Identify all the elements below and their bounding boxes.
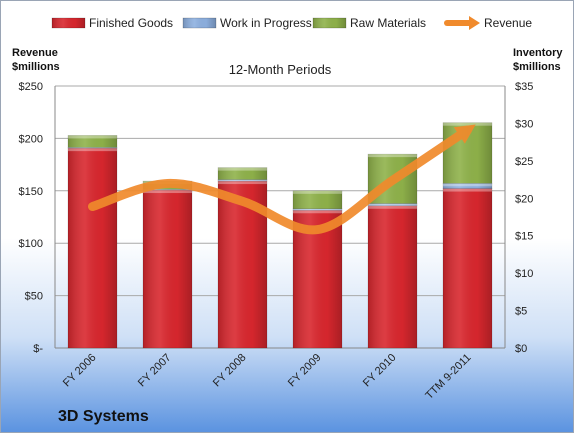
- legend-label: Finished Goods: [89, 16, 173, 30]
- legend-swatch-shade: [313, 18, 346, 28]
- bar-highlight: [143, 190, 192, 194]
- bar-highlight: [368, 203, 417, 206]
- right-tick-label: $35: [515, 81, 533, 93]
- bar-highlight: [218, 179, 267, 182]
- bar-highlight: [293, 208, 342, 211]
- bar-highlight: [68, 148, 117, 152]
- x-axis-ticks: FY 2006 FY 2007 FY 2008 FY 2009 FY 2010 TTM 9…: [61, 352, 474, 402]
- legend-label: Work in Progress: [220, 16, 312, 30]
- bar-highlight: [218, 181, 267, 185]
- right-tick-label: $15: [515, 231, 533, 243]
- bar-highlight: [443, 188, 492, 192]
- bar-shade: [68, 148, 117, 348]
- x-tick-label: FY 2006: [61, 352, 99, 390]
- right-tick-label: $10: [515, 268, 533, 280]
- left-axis-title-line1: Revenue: [12, 47, 58, 59]
- legend: Finished Goods Work in Progress Raw Materi…: [51, 16, 532, 30]
- revenue-line: [88, 124, 476, 235]
- x-tick-label: FY 2009: [286, 352, 324, 390]
- chart-title: 12-Month Periods: [229, 62, 332, 77]
- right-tick-label: $20: [515, 193, 533, 205]
- left-tick-label: $50: [25, 291, 43, 303]
- bar-shade: [68, 135, 117, 148]
- x-tick-label: FY 2010: [361, 352, 399, 390]
- bar-shade: [218, 167, 267, 180]
- right-axis-ticks: $0 $5 $10 $15 $20 $25 $30 $35: [515, 81, 533, 355]
- bar-shade: [443, 188, 492, 348]
- bar-shade: [218, 179, 267, 182]
- bar-shade: [143, 190, 192, 348]
- bar-highlight: [443, 122, 492, 126]
- bar-shade: [143, 189, 192, 191]
- left-tick-label: $250: [19, 81, 43, 93]
- right-tick-label: $0: [515, 343, 527, 355]
- bar-highlight: [293, 190, 342, 194]
- bar-highlight: [443, 183, 492, 187]
- left-axis-ticks: $- $50 $100 $150 $200 $250: [19, 81, 44, 355]
- x-tick-label: FY 2007: [136, 352, 174, 390]
- right-axis-title-line1: Inventory: [513, 47, 563, 59]
- legend-swatch-shade: [183, 18, 216, 28]
- x-tick-label: FY 2008: [211, 352, 249, 390]
- legend-label: Revenue: [484, 16, 532, 30]
- bar-shade: [368, 205, 417, 348]
- bar-highlight: [293, 210, 342, 214]
- right-tick-label: $25: [515, 156, 533, 168]
- right-axis-title-line2: $millions: [513, 61, 561, 73]
- bar-shade: [368, 203, 417, 206]
- revenue-line-path: [88, 124, 476, 235]
- bar-highlight: [368, 154, 417, 158]
- legend-label: Raw Materials: [350, 16, 426, 30]
- left-tick-label: $150: [19, 186, 43, 198]
- bar-highlight: [143, 189, 192, 191]
- bar-highlight: [68, 135, 117, 139]
- left-tick-label: $200: [19, 133, 43, 145]
- bar-shade: [68, 147, 117, 149]
- bar-highlight: [368, 205, 417, 209]
- bar-shade: [293, 190, 342, 209]
- bar-highlight: [68, 147, 117, 149]
- bar-shade: [443, 183, 492, 189]
- left-tick-label: $100: [19, 238, 43, 250]
- x-tick-label: TTM 9-2011: [423, 352, 473, 402]
- bar-highlight: [218, 167, 267, 171]
- left-tick-label: $-: [33, 343, 43, 355]
- bar-shade: [293, 208, 342, 211]
- left-axis-title-line2: $millions: [12, 61, 60, 73]
- company-name: 3D Systems: [58, 408, 149, 425]
- legend-swatch-shade: [52, 18, 85, 28]
- right-tick-label: $5: [515, 306, 527, 318]
- right-tick-label: $30: [515, 118, 533, 130]
- legend-arrow-head: [469, 16, 480, 30]
